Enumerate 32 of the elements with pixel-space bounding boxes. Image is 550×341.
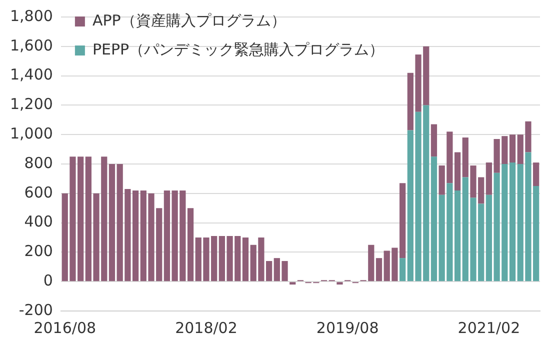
- x-tick-label: 2016/08: [34, 318, 96, 337]
- bar: [242, 238, 249, 282]
- y-tick-label: 1,000: [10, 124, 53, 142]
- y-tick-label: 1,400: [10, 66, 53, 84]
- y-tick-label: 800: [24, 154, 53, 172]
- legend-label: APP（資産購入プログラム）: [92, 11, 286, 30]
- y-tick-label: 1,200: [10, 95, 53, 114]
- bar: [454, 152, 461, 190]
- y-tick-label: 200: [24, 242, 53, 260]
- bar: [336, 282, 343, 285]
- legend-label: PEPP（パンデミック緊急購入プログラム）: [92, 40, 384, 58]
- bar: [376, 258, 382, 282]
- x-tick-label: 2021/02: [458, 318, 520, 337]
- y-tick-label: -200: [18, 300, 53, 319]
- bar: [290, 282, 296, 285]
- x-tick-label: 2018/02: [175, 318, 238, 337]
- bar: [454, 190, 461, 282]
- bar: [509, 134, 516, 163]
- bar: [187, 208, 194, 282]
- bar: [430, 124, 438, 157]
- bar: [108, 164, 116, 282]
- y-tick-label: 600: [24, 183, 53, 202]
- bar: [509, 162, 516, 282]
- y-tick-label: 400: [24, 212, 53, 231]
- y-tick-label: 1,600: [10, 36, 53, 54]
- bar: [400, 258, 406, 282]
- bar: [164, 190, 170, 282]
- y-tick-label: 0: [43, 271, 53, 290]
- y-tick-label: 1,800: [10, 6, 53, 25]
- bar: [430, 156, 438, 282]
- bar: [533, 162, 540, 186]
- x-tick-label: 2019/08: [316, 318, 379, 337]
